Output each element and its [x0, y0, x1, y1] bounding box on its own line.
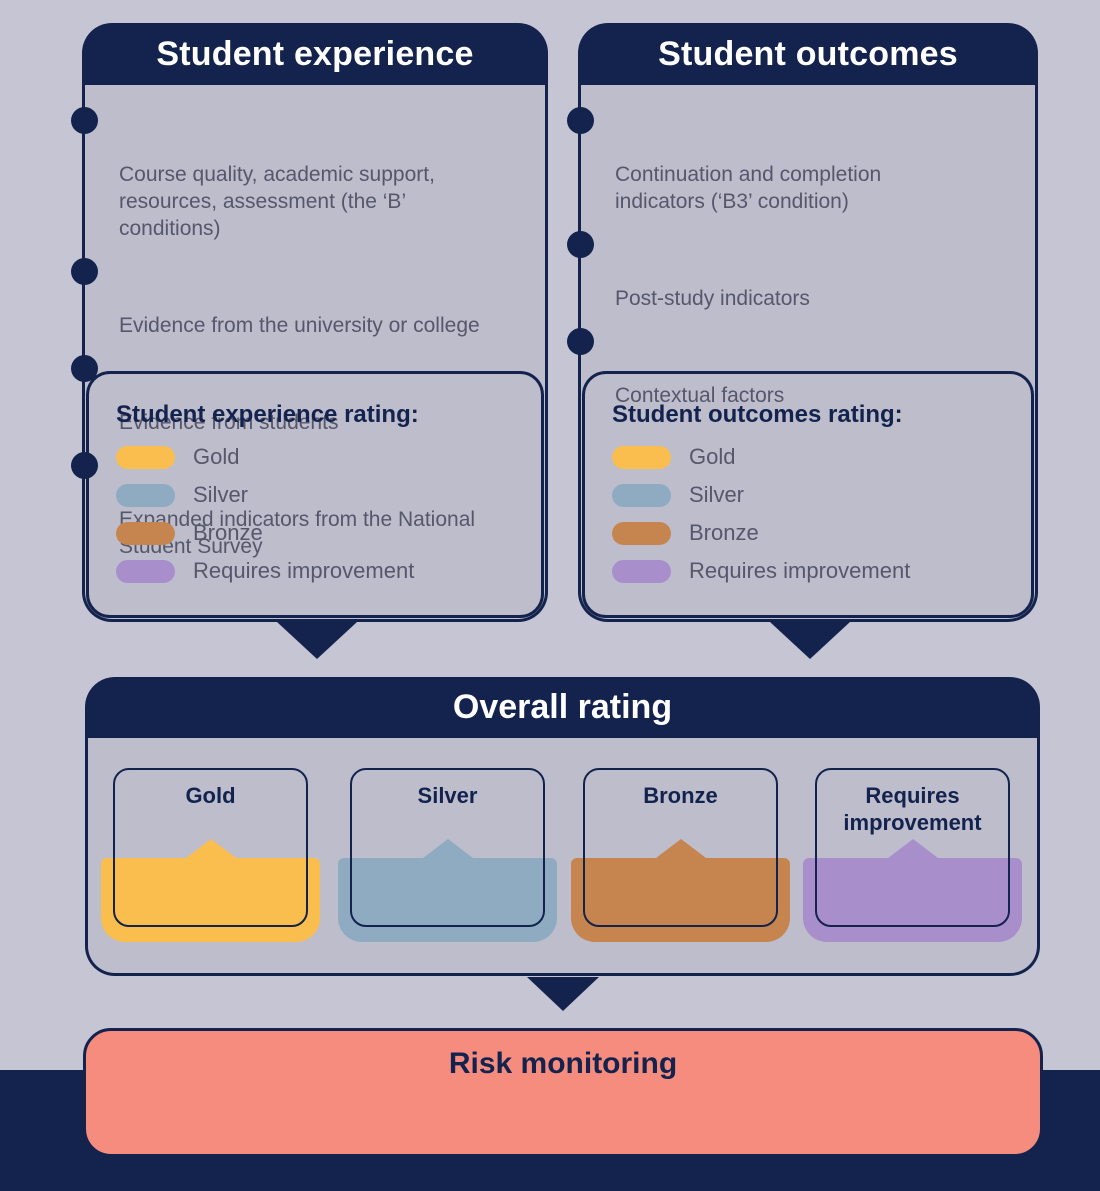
panel-student-experience-body: Course quality, academic support, resour…: [71, 85, 548, 622]
panel-student-outcomes-header: Student outcomes: [578, 23, 1038, 85]
outcomes-rating-legend: Student outcomes rating: Gold Silver Bro…: [582, 371, 1034, 618]
overall-card-bronze: Bronze: [571, 768, 790, 942]
bullet-dot-icon: [71, 452, 98, 479]
gold-pill: [116, 445, 175, 469]
bullet-dot-icon: [71, 107, 98, 134]
bullet-item: Evidence from the university or college: [71, 258, 515, 339]
card-label: Gold: [185, 783, 236, 808]
silver-pill: [116, 483, 175, 507]
panel-student-outcomes: Student outcomes Continuation and comple…: [567, 23, 1038, 622]
bullet-list: Course quality, academic support, resour…: [71, 85, 545, 560]
card-fill: [338, 839, 557, 942]
card-outline: [815, 768, 1010, 927]
rating-row: Requires improvement: [116, 552, 523, 590]
bronze-pill: [116, 521, 175, 545]
bullet-text: Course quality, academic support, resour…: [119, 163, 435, 240]
panel-student-outcomes-title: Student outcomes: [658, 34, 958, 73]
card-outline: [583, 768, 778, 927]
rating-label: Silver: [193, 482, 249, 507]
card-label: Bronze: [643, 783, 718, 808]
rating-row: Requires improvement: [612, 552, 1013, 590]
down-arrow-icon: [770, 622, 850, 659]
risk-monitoring-title: Risk monitoring: [448, 1047, 678, 1080]
silver-pill: [612, 483, 671, 507]
card-fill: [571, 839, 790, 942]
bullet-text: Post-study indicators: [615, 287, 810, 310]
experience-rating-legend: Student experience rating: Gold Silver B…: [86, 371, 544, 618]
bullet-item: Course quality, academic support, resour…: [71, 107, 515, 242]
bullet-text: Evidence from the university or college: [119, 314, 480, 337]
rating-label: Gold: [689, 444, 736, 469]
bullet-item: Continuation and completion indicators (…: [567, 107, 1005, 215]
bullet-text: Contextual factors: [615, 384, 785, 407]
overall-card-requires-improvement: Requires improvement: [803, 768, 1022, 942]
wave-peak: [422, 839, 473, 858]
overall-rating-section: Overall rating Gold Silver Bronze: [85, 677, 1040, 976]
card-fill: [101, 839, 320, 942]
card-label: Requires improvement: [843, 783, 982, 835]
overall-rating-title: Overall rating: [452, 688, 673, 726]
rating-row: Gold: [612, 438, 1013, 476]
down-arrow-icon: [527, 977, 599, 1011]
wave-peak: [655, 839, 706, 858]
rating-row: Silver: [612, 476, 1013, 514]
down-arrow-icon: [277, 622, 357, 659]
rating-label: Bronze: [689, 520, 759, 545]
rating-row: Bronze: [116, 514, 523, 552]
rating-row: Gold: [116, 438, 523, 476]
gold-pill: [612, 445, 671, 469]
card-fill: [803, 839, 1022, 942]
card-outline: [350, 768, 545, 927]
bullet-item: Expanded indicators from the National St…: [71, 452, 515, 560]
bullet-item: Contextual factors: [567, 328, 1005, 409]
bullet-text: Evidence from students: [119, 411, 339, 434]
rating-label: Gold: [193, 444, 240, 469]
overall-rating-header: Overall rating: [85, 677, 1040, 738]
overall-card-silver: Silver: [338, 768, 557, 942]
bullet-dot-icon: [567, 231, 594, 258]
bullet-item: Post-study indicators: [567, 231, 1005, 312]
outcomes-rating-title: Student outcomes rating:: [612, 401, 903, 428]
card-label: Silver: [417, 783, 478, 808]
bronze-pill: [612, 521, 671, 545]
panel-student-outcomes-body: Continuation and completion indicators (…: [567, 85, 1038, 622]
rating-label: Requires improvement: [193, 558, 415, 583]
rating-label: Bronze: [193, 520, 263, 545]
panel-student-experience-header: Student experience: [82, 23, 548, 85]
requires-improvement-pill: [612, 559, 671, 583]
panel-student-experience-title: Student experience: [156, 34, 474, 73]
rating-label: Silver: [689, 482, 745, 507]
overall-card-gold: Gold: [101, 768, 320, 942]
rating-row: Silver: [116, 476, 523, 514]
rating-label: Requires improvement: [689, 558, 911, 583]
bullet-dot-icon: [71, 258, 98, 285]
wave-peak: [887, 839, 938, 858]
wave-peak: [185, 839, 236, 858]
panel-student-experience: Student experience Course quality, acade…: [71, 23, 548, 622]
card-outline: [113, 768, 308, 927]
bullet-dot-icon: [567, 107, 594, 134]
rating-row: Bronze: [612, 514, 1013, 552]
experience-rating-title: Student experience rating:: [116, 401, 419, 428]
bullet-item: Evidence from students: [71, 355, 515, 436]
bullet-dot-icon: [567, 328, 594, 355]
bullet-text: Expanded indicators from the National St…: [119, 508, 476, 558]
bullet-text: Continuation and completion indicators (…: [615, 163, 882, 213]
risk-monitoring-box: Risk monitoring: [83, 1028, 1043, 1157]
bullet-list: Continuation and completion indicators (…: [567, 85, 1035, 409]
requires-improvement-pill: [116, 559, 175, 583]
